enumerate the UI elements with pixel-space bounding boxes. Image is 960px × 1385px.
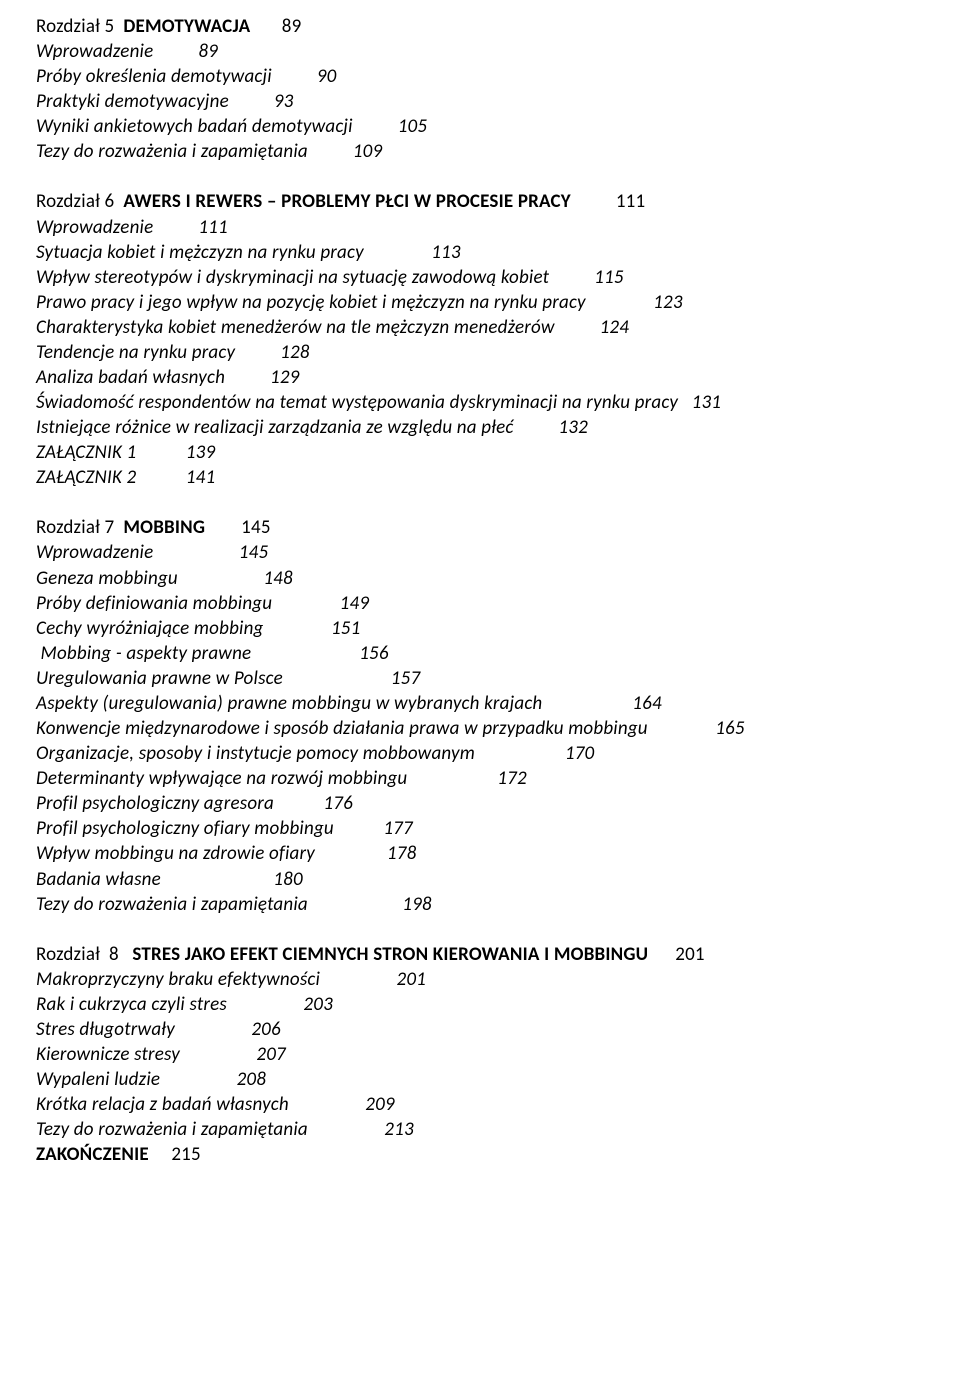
toc-text: ZAŁĄCZNIK 1 139	[36, 441, 215, 464]
toc-text: Wypaleni ludzie 208	[36, 1068, 266, 1091]
toc-line: Wyniki ankietowych badań demotywacji 105	[36, 114, 960, 139]
toc-text: 89	[250, 15, 301, 38]
toc-text: Tezy do rozważenia i zapamiętania 198	[36, 893, 432, 916]
toc-line: Stres długotrwały 206	[36, 1017, 960, 1042]
toc-line: Istniejące różnice w realizacji zarządza…	[36, 415, 960, 440]
toc-line: Rozdział 7 MOBBING 145	[36, 515, 960, 540]
toc-text: 111	[571, 190, 645, 213]
toc-line: Konwencje międzynarodowe i sposób działa…	[36, 716, 960, 741]
blank-line	[36, 164, 960, 189]
toc-text: Uregulowania prawne w Polsce 157	[36, 667, 420, 690]
toc-text: Organizacje, sposoby i instytucje pomocy…	[36, 742, 594, 765]
toc-line: Tendencje na rynku pracy 128	[36, 340, 960, 365]
toc-line: Wprowadzenie 111	[36, 215, 960, 240]
toc-text: Geneza mobbingu 148	[36, 567, 293, 590]
toc-line: Praktyki demotywacyjne 93	[36, 89, 960, 114]
toc-text: Wpływ stereotypów i dyskryminacji na syt…	[36, 266, 624, 289]
toc-text: 145	[205, 516, 270, 539]
toc-text: Konwencje międzynarodowe i sposób działa…	[36, 717, 745, 740]
toc-text: Profil psychologiczny ofiary mobbingu 17…	[36, 817, 413, 840]
toc-text: Determinanty wpływające na rozwój mobbin…	[36, 767, 527, 790]
toc-text: Prawo pracy i jego wpływ na pozycję kobi…	[36, 291, 683, 314]
toc-text: AWERS I REWERS – PROBLEMY PŁCI W PROCESI…	[123, 190, 571, 213]
toc-line: Mobbing - aspekty prawne 156	[36, 641, 960, 666]
toc-line: Rozdział 8 STRES JAKO EFEKT CIEMNYCH STR…	[36, 942, 960, 967]
toc-line: Próby określenia demotywacji 90	[36, 64, 960, 89]
toc-text: Rak i cukrzyca czyli stres 203	[36, 993, 333, 1016]
blank-line	[36, 490, 960, 515]
toc-line: Wprowadzenie 145	[36, 540, 960, 565]
toc-text: Cechy wyróżniające mobbing 151	[36, 617, 360, 640]
toc-line: Tezy do rozważenia i zapamiętania 198	[36, 892, 960, 917]
toc-text: Rozdział 8	[36, 943, 132, 966]
toc-text: Charakterystyka kobiet menedżerów na tle…	[36, 316, 629, 339]
toc-line: Wypaleni ludzie 208	[36, 1067, 960, 1092]
toc-text: Próby określenia demotywacji 90	[36, 65, 336, 88]
toc-line: Próby definiowania mobbingu 149	[36, 591, 960, 616]
toc-text: Makroprzyczyny braku efektywności 201	[36, 968, 426, 991]
toc-text: ZAKOŃCZENIE	[36, 1143, 149, 1166]
toc-line: Prawo pracy i jego wpływ na pozycję kobi…	[36, 290, 960, 315]
toc-line: Tezy do rozważenia i zapamiętania 213	[36, 1117, 960, 1142]
toc-text: DEMOTYWACJA	[123, 15, 250, 38]
toc-line: Kierownicze stresy 207	[36, 1042, 960, 1067]
toc-line: ZAŁĄCZNIK 2 141	[36, 465, 960, 490]
toc-text: MOBBING	[123, 516, 205, 539]
toc-text: Tendencje na rynku pracy 128	[36, 341, 310, 364]
toc-line: Geneza mobbingu 148	[36, 566, 960, 591]
toc-text: Próby definiowania mobbingu 149	[36, 592, 369, 615]
toc-text: Istniejące różnice w realizacji zarządza…	[36, 416, 588, 439]
toc-line: ZAŁĄCZNIK 1 139	[36, 440, 960, 465]
toc-line: Cechy wyróżniające mobbing 151	[36, 616, 960, 641]
toc-text: Badania własne 180	[36, 868, 303, 891]
toc-line: Rak i cukrzyca czyli stres 203	[36, 992, 960, 1017]
toc-text: Praktyki demotywacyjne 93	[36, 90, 293, 113]
toc-line: Uregulowania prawne w Polsce 157	[36, 666, 960, 691]
toc-text: Wprowadzenie 145	[36, 541, 268, 564]
toc-text: Wyniki ankietowych badań demotywacji 105	[36, 115, 427, 138]
toc-text: 215	[149, 1143, 201, 1166]
table-of-contents: Rozdział 5 DEMOTYWACJA 89Wprowadzenie 89…	[36, 14, 960, 1167]
toc-text: Sytuacja kobiet i mężczyzn na rynku prac…	[36, 241, 461, 264]
toc-line: ZAKOŃCZENIE 215	[36, 1142, 960, 1167]
toc-line: Profil psychologiczny agresora 176	[36, 791, 960, 816]
toc-text: Stres długotrwały 206	[36, 1018, 281, 1041]
toc-text: Tezy do rozważenia i zapamiętania 109	[36, 140, 382, 163]
toc-text: Wpływ mobbingu na zdrowie ofiary 178	[36, 842, 416, 865]
toc-line: Charakterystyka kobiet menedżerów na tle…	[36, 315, 960, 340]
toc-text: Rozdział 5	[36, 15, 123, 38]
toc-text: STRES JAKO EFEKT CIEMNYCH STRON KIEROWAN…	[132, 943, 648, 966]
blank-line	[36, 917, 960, 942]
toc-line: Wpływ mobbingu na zdrowie ofiary 178	[36, 841, 960, 866]
toc-text: Analiza badań własnych 129	[36, 366, 300, 389]
toc-line: Świadomość respondentów na temat występo…	[36, 390, 960, 415]
toc-line: Wpływ stereotypów i dyskryminacji na syt…	[36, 265, 960, 290]
toc-line: Rozdział 6 AWERS I REWERS – PROBLEMY PŁC…	[36, 189, 960, 214]
toc-line: Sytuacja kobiet i mężczyzn na rynku prac…	[36, 240, 960, 265]
toc-text: Rozdział 6	[36, 190, 123, 213]
toc-text: Wprowadzenie 89	[36, 40, 218, 63]
toc-text: Mobbing - aspekty prawne 156	[36, 642, 389, 665]
toc-text: ZAŁĄCZNIK 2 141	[36, 466, 215, 489]
toc-line: Rozdział 5 DEMOTYWACJA 89	[36, 14, 960, 39]
toc-line: Makroprzyczyny braku efektywności 201	[36, 967, 960, 992]
toc-text: Świadomość respondentów na temat występo…	[36, 391, 721, 414]
toc-line: Wprowadzenie 89	[36, 39, 960, 64]
toc-text: Krótka relacja z badań własnych 209	[36, 1093, 395, 1116]
toc-line: Determinanty wpływające na rozwój mobbin…	[36, 766, 960, 791]
toc-text: Rozdział 7	[36, 516, 123, 539]
toc-line: Aspekty (uregulowania) prawne mobbingu w…	[36, 691, 960, 716]
toc-line: Analiza badań własnych 129	[36, 365, 960, 390]
toc-line: Organizacje, sposoby i instytucje pomocy…	[36, 741, 960, 766]
toc-text: Profil psychologiczny agresora 176	[36, 792, 353, 815]
toc-text: Aspekty (uregulowania) prawne mobbingu w…	[36, 692, 662, 715]
toc-line: Profil psychologiczny ofiary mobbingu 17…	[36, 816, 960, 841]
toc-text: Tezy do rozważenia i zapamiętania 213	[36, 1118, 414, 1141]
toc-text: 201	[648, 943, 704, 966]
toc-text: Kierownicze stresy 207	[36, 1043, 286, 1066]
toc-line: Krótka relacja z badań własnych 209	[36, 1092, 960, 1117]
toc-line: Badania własne 180	[36, 867, 960, 892]
toc-line: Tezy do rozważenia i zapamiętania 109	[36, 139, 960, 164]
toc-text: Wprowadzenie 111	[36, 216, 228, 239]
